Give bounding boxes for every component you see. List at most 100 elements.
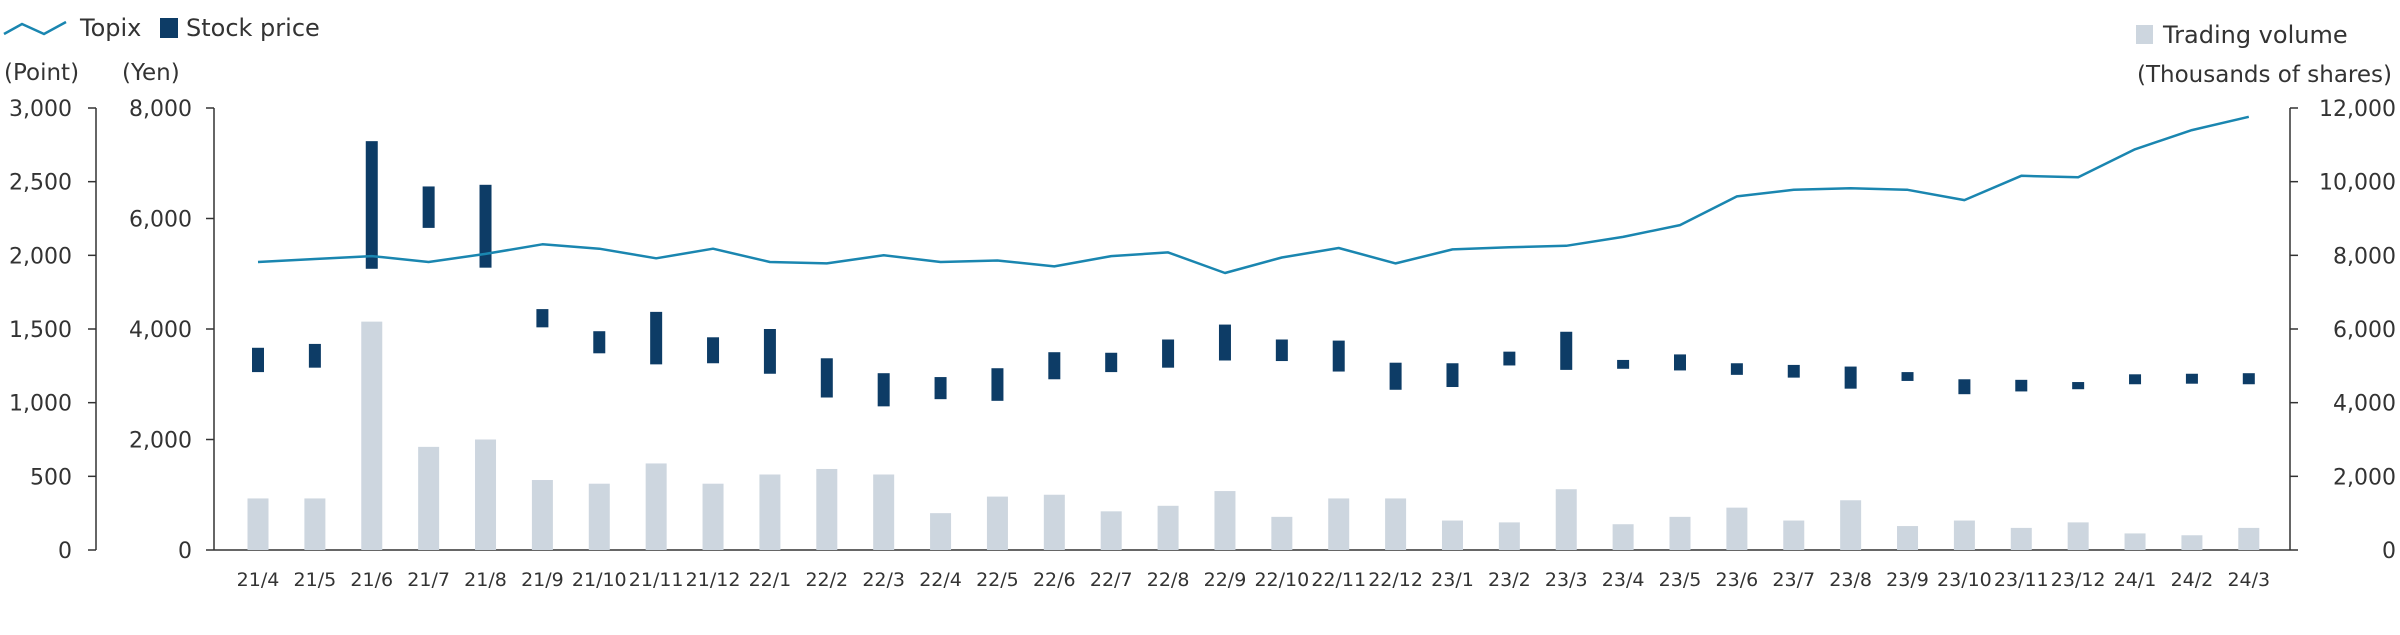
x-tick-label: 21/4 [237,569,280,591]
legend-topix-label: Topix [79,14,141,42]
stock-price-tick-label: 2,000 [129,429,192,454]
volume-bar [1669,516,1691,550]
x-tick-label: 22/11 [1311,569,1366,591]
volume-bar [1441,520,1463,550]
stock-price-bar [1446,363,1459,388]
stock-price-bar [763,329,776,374]
stock-price-bar [593,331,606,354]
volume-bar [873,474,895,550]
volume-bar [304,498,326,550]
stock-price-bar [536,309,549,328]
x-tick-label: 21/12 [686,569,741,591]
trading-volume-tick-label: 8,000 [2333,244,2396,269]
volume-bar [1385,498,1407,550]
x-tick-label: 21/6 [350,569,393,591]
topix-tick-label: 500 [30,465,72,490]
topix-tick-label: 1,000 [9,392,72,417]
volume-bar [418,446,440,550]
topix-line-group [257,115,2250,275]
x-tick-label: 23/12 [2051,569,2106,591]
stock-price-bar [1105,352,1118,373]
volume-bar [247,498,269,550]
topix-tick-label: 3,000 [9,97,72,122]
stock-price-bar [1560,331,1573,370]
volume-bar [930,513,952,550]
x-tick-label: 22/3 [862,569,905,591]
volume-bar [2010,527,2032,550]
legend-stock-price-label: Stock price [186,14,320,42]
stock-price-bar [252,347,264,373]
volume-bars [247,321,2260,550]
volume-bar [1214,491,1236,550]
stock-price-bar [1958,379,1971,395]
x-tick-label: 24/2 [2171,569,2214,591]
x-tick-label: 24/3 [2227,569,2270,591]
x-tick-label: 21/5 [294,569,337,591]
stock-price-bar [365,141,378,269]
stock-price-bar [308,343,321,368]
x-tick-label: 23/1 [1431,569,1474,591]
stock-price-bar [1275,339,1288,362]
stock-price-bar [2129,374,2142,385]
stock-price-legend-icon [160,18,178,38]
stock-price-bar [820,358,833,398]
x-tick-label: 22/9 [1204,569,1247,591]
stock-price-tick-label: 6,000 [129,208,192,233]
volume-bar [1271,516,1293,550]
x-tick-label: 23/9 [1886,569,1929,591]
trading-volume-legend-icon [2136,25,2153,44]
volume-bar [986,496,1008,550]
volume-bar [1498,522,1520,550]
x-tick-label: 22/10 [1254,569,1309,591]
volume-bar [1555,489,1577,550]
topix-tick-label: 1,500 [9,318,72,343]
volume-bar [2067,522,2089,550]
trading-volume-tick-label: 4,000 [2333,392,2396,417]
x-tick-label: 22/7 [1090,569,1133,591]
x-tick-label: 22/5 [976,569,1019,591]
volume-bar [1726,507,1748,550]
volume-bar [759,474,781,550]
stock-price-bar [1048,352,1061,380]
volume-bar [1897,526,1919,550]
x-tick-label: 23/7 [1772,569,1815,591]
volume-bar [1840,500,1862,550]
x-tick-label: 21/10 [572,569,627,591]
stock-price-bar [1389,362,1402,390]
volume-bar [588,483,610,550]
stock-price-bar [1844,366,1857,389]
topix-line [257,115,2250,275]
volume-bar [2124,533,2146,550]
stock-price-bar [1901,372,1914,381]
x-tick-label: 23/5 [1659,569,1702,591]
trading-volume-tick-label: 10,000 [2319,171,2396,196]
trading-volume-tick-label: 6,000 [2333,318,2396,343]
stock-price-bar [1162,339,1175,368]
stock-price-bar [2072,382,2085,390]
volume-bar [361,321,383,550]
stock-price-bar [1617,359,1630,369]
topix-tick-label: 2,500 [9,171,72,196]
x-tick-label: 21/9 [521,569,564,591]
stock-price-unit-label: (Yen) [122,60,180,86]
stock-price-bar [650,311,663,365]
stock-price-bar [1674,354,1686,371]
stock-price-tick-label: 8,000 [129,97,192,122]
stock-price-bar [479,184,492,268]
volume-bar [1328,498,1350,550]
stock-price-bar [991,368,1004,401]
legend: Topix Stock price Trading volume [3,14,2348,49]
volume-bar [1157,505,1179,550]
x-tick-label: 22/1 [749,569,792,591]
x-tick-label: 23/11 [1994,569,2049,591]
stock-price-bar [1332,340,1345,372]
volume-bar [2238,527,2260,550]
stock-price-bar [2015,379,2028,392]
stock-price-bar [2242,373,2255,385]
x-tick-label: 23/2 [1488,569,1531,591]
x-tick-label: 22/6 [1033,569,1076,591]
x-tick-label: 21/8 [464,569,507,591]
price-bars [252,141,2255,407]
volume-bar [1953,520,1975,550]
volume-bar [1783,520,1805,550]
